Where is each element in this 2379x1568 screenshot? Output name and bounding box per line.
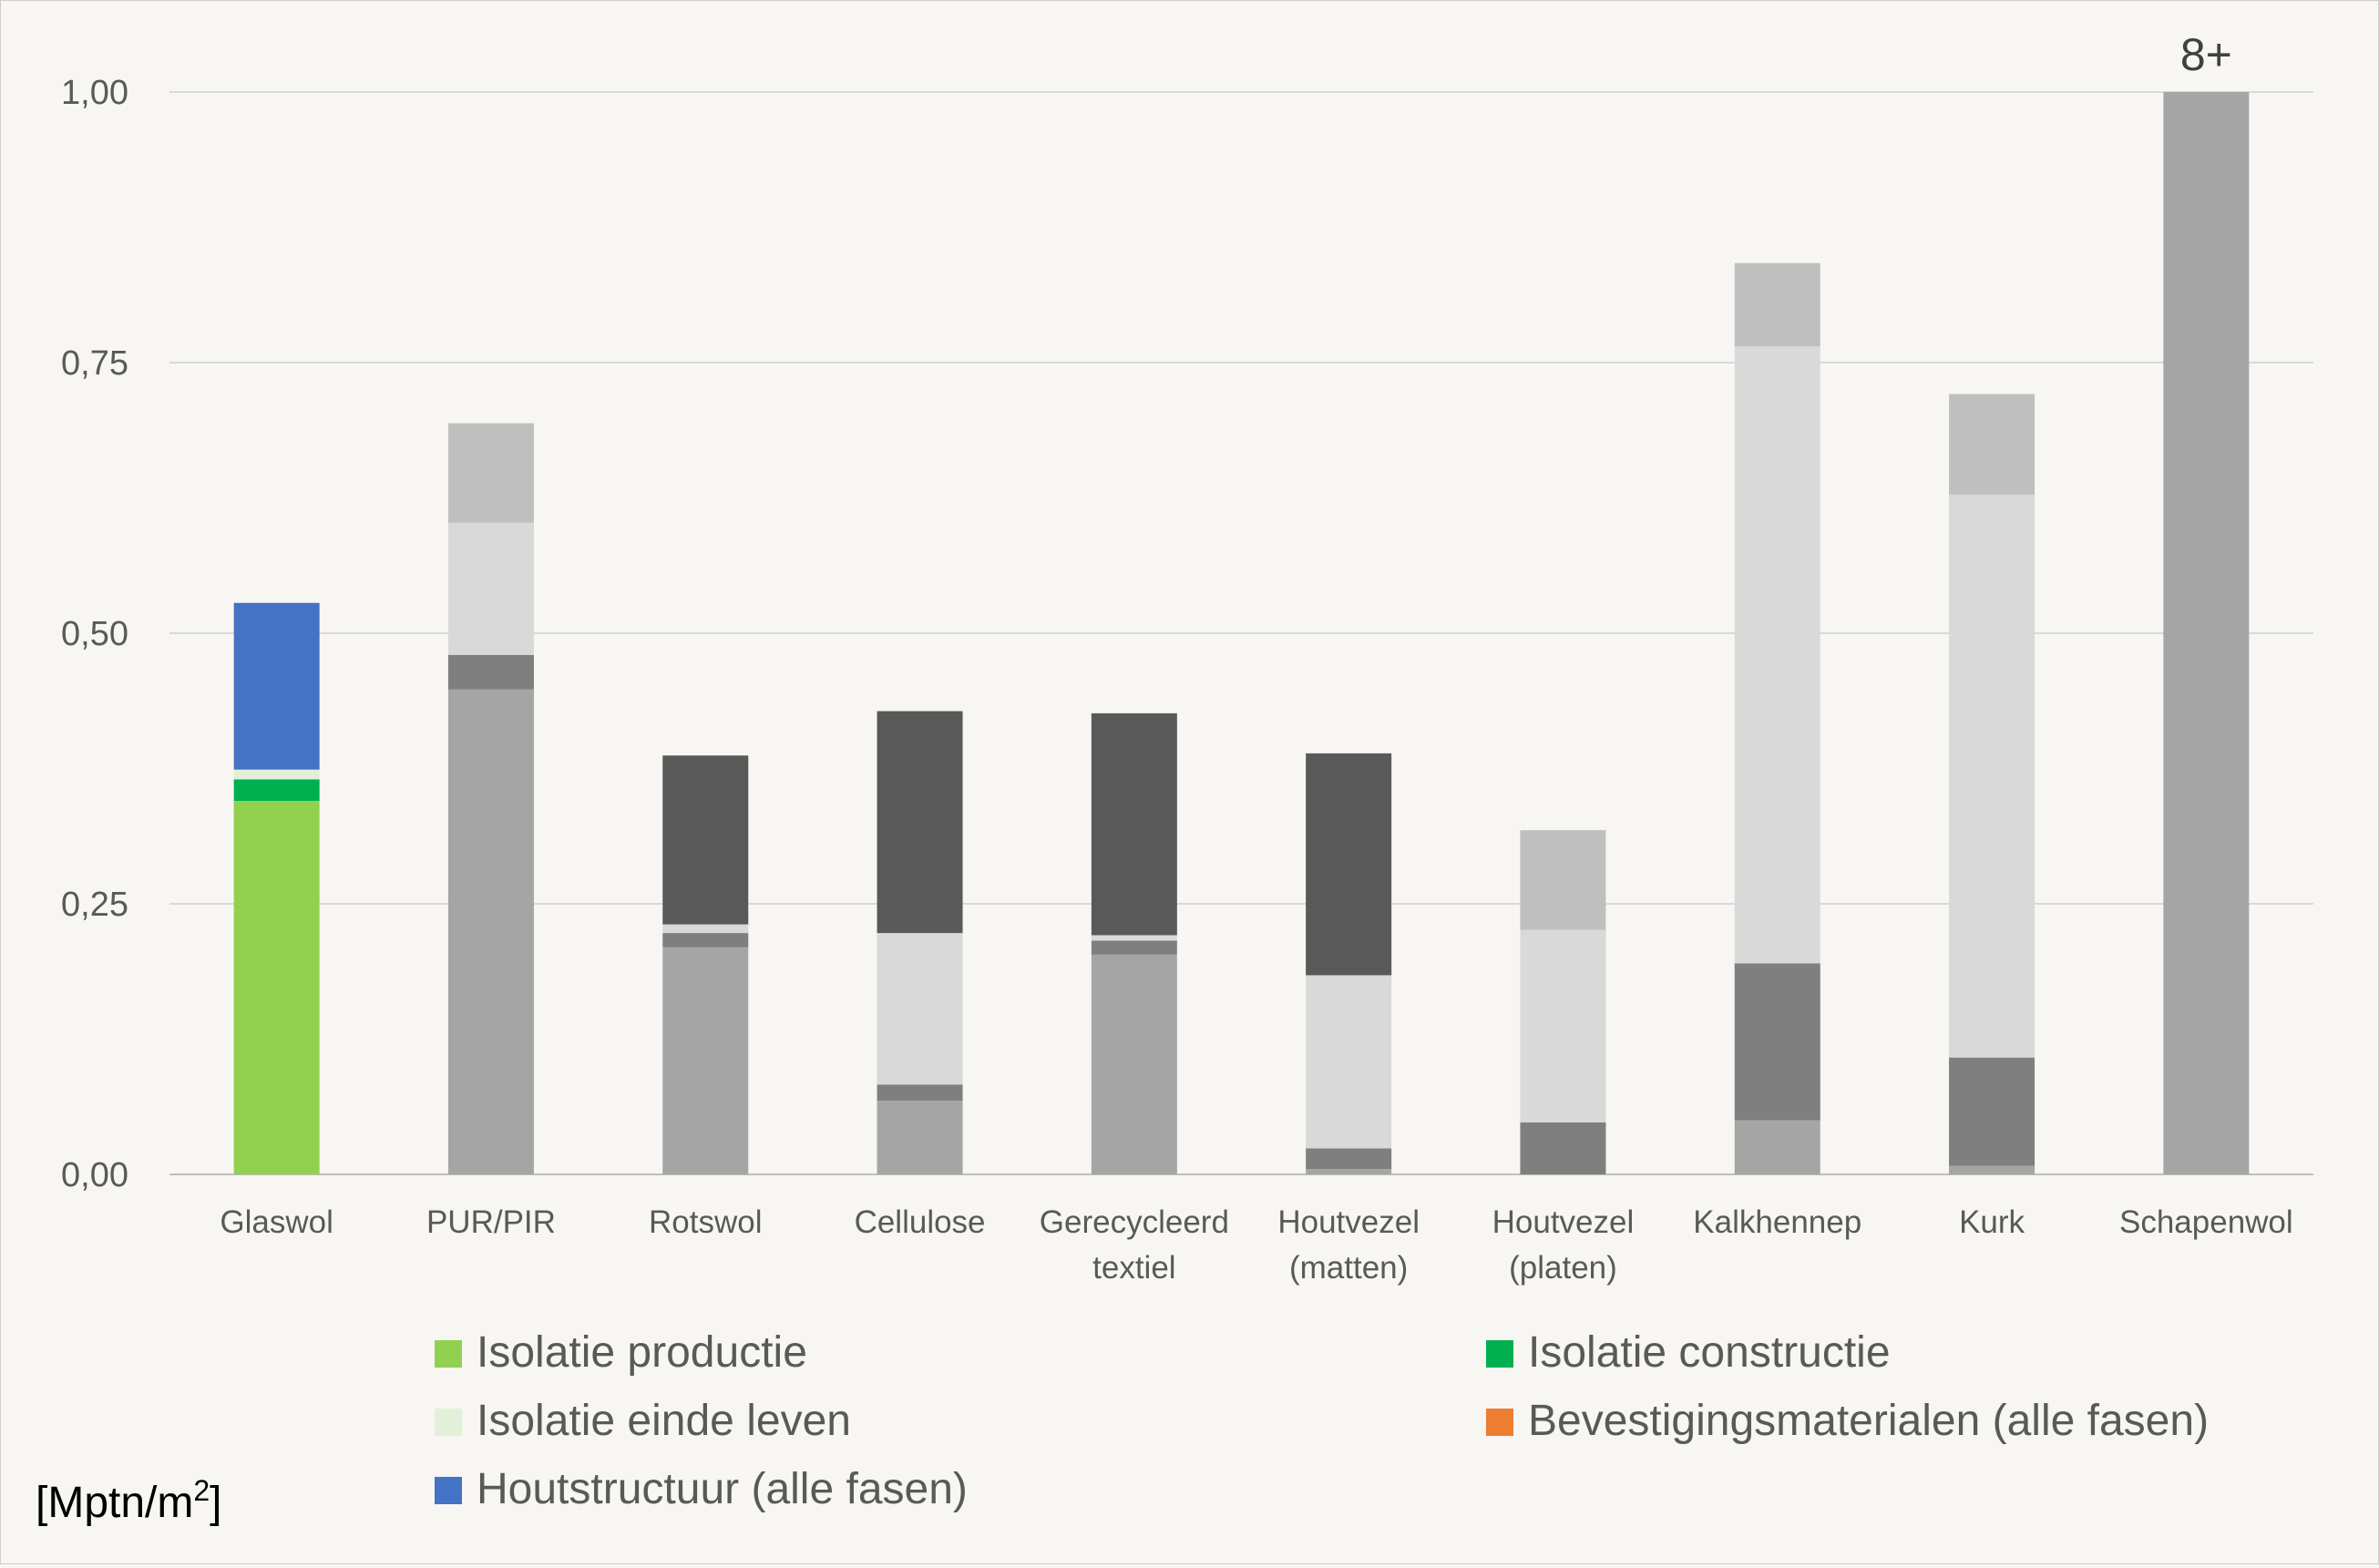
legend: Isolatie productie Isolatie constructie Is… [435, 1328, 2209, 1513]
bars [233, 92, 2250, 1174]
legend-swatch [1486, 1409, 1513, 1436]
bar-segment [1734, 1120, 1820, 1174]
legend-label: Isolatie einde leven [477, 1397, 851, 1445]
bar-segment [1306, 1148, 1392, 1170]
bar-segment [1091, 712, 1177, 936]
y-tick-label: 0,75 [61, 344, 128, 383]
x-tick-label: Rotswol [649, 1204, 762, 1240]
bar-segment [1091, 935, 1177, 941]
legend-item: Isolatie einde leven [435, 1397, 851, 1445]
x-tick-label: Gerecycleerd textiel [1040, 1204, 1229, 1286]
bar-segment [1306, 753, 1392, 976]
legend-swatch [435, 1477, 462, 1504]
y-tick-label: 0,25 [61, 886, 128, 924]
x-tick-label: Houtvezel (matten) [1277, 1204, 1420, 1286]
bar-stack [877, 711, 963, 1174]
x-tick-label: Schapenwol [2119, 1204, 2293, 1240]
x-tick-label: Kalkhennep [1693, 1204, 1861, 1240]
bar-stack [447, 423, 534, 1174]
x-tick-label: Kurk [1959, 1204, 2025, 1240]
legend-item: Isolatie constructie [1486, 1328, 1891, 1377]
bar-segment [1091, 940, 1177, 955]
y-axis-ticks: 0,00 0,25 0,50 0,75 1,00 [61, 74, 128, 1194]
legend-label: Houtstructuur (alle fasen) [477, 1465, 968, 1513]
bar-segment [662, 924, 749, 934]
bar-segment [662, 947, 749, 1174]
bar-stack [1091, 712, 1177, 1174]
bar-segment [1949, 1165, 2035, 1174]
bar-stack [2163, 92, 2250, 1174]
unit-label-text: [Mptn/m [36, 1479, 193, 1527]
bar-stack [1306, 753, 1392, 1174]
bar-segment [1306, 1169, 1392, 1174]
bar-segment [233, 602, 320, 770]
bar-segment [1520, 1122, 1606, 1174]
bar-segment [1734, 346, 1820, 964]
x-axis-labels: Glaswol PUR/PIR Rotswol Cellulose Gerecyclee… [220, 1204, 2292, 1286]
bar-segment [877, 1084, 963, 1102]
x-tick-label: PUR/PIR [426, 1204, 556, 1240]
bar-segment [447, 689, 534, 1174]
bar-segment [233, 779, 320, 802]
x-tick-label: Cellulose [855, 1204, 986, 1240]
legend-label: Isolatie constructie [1528, 1328, 1891, 1377]
bar-segment [1306, 975, 1392, 1149]
bar-segment [662, 933, 749, 948]
annotations: 8+ [2180, 29, 2232, 80]
bar-annotation: 8+ [2180, 29, 2232, 80]
bar-segment [1734, 262, 1820, 347]
y-unit-label: [Mptn/m2] [36, 1474, 222, 1527]
bar-stack [233, 602, 320, 1174]
bar-segment [447, 423, 534, 523]
bar-segment [1949, 494, 2035, 1058]
bar-segment [877, 1101, 963, 1174]
legend-swatch [435, 1409, 462, 1436]
unit-label-superscript: 2 [193, 1474, 210, 1507]
x-tick-label: Glaswol [220, 1204, 333, 1240]
bar-stack [1949, 394, 2035, 1174]
y-tick-label: 0,50 [61, 615, 128, 653]
x-tick-label: Houtvezel (platen) [1492, 1204, 1635, 1286]
bar-segment [1734, 963, 1820, 1121]
bar-segment [1091, 954, 1177, 1174]
legend-swatch [435, 1340, 462, 1368]
bar-segment [447, 654, 534, 690]
bar-segment [1520, 929, 1606, 1122]
bar-stack [1734, 262, 1820, 1174]
legend-label: Bevestigingsmaterialen (alle fasen) [1528, 1397, 2209, 1445]
bar-stack [1520, 830, 1606, 1174]
bar-segment [1949, 1057, 2035, 1166]
legend-item: Isolatie productie [435, 1328, 807, 1377]
bar-stack [662, 755, 749, 1174]
y-tick-label: 1,00 [61, 74, 128, 112]
legend-label: Isolatie productie [477, 1328, 807, 1377]
bar-segment [1520, 830, 1606, 930]
legend-item: Bevestigingsmaterialen (alle fasen) [1486, 1397, 2209, 1445]
bar-segment [662, 755, 749, 925]
legend-item: Houtstructuur (alle fasen) [435, 1465, 968, 1513]
bar-segment [877, 711, 963, 934]
bar-segment [877, 933, 963, 1085]
bar-segment [2163, 92, 2250, 1174]
bar-segment [1949, 394, 2035, 495]
bar-segment [447, 522, 534, 655]
bar-segment [233, 769, 320, 780]
legend-swatch [1486, 1340, 1513, 1368]
y-tick-label: 0,00 [61, 1156, 128, 1194]
unit-label-close: ] [210, 1479, 221, 1527]
bar-segment [233, 801, 320, 1174]
